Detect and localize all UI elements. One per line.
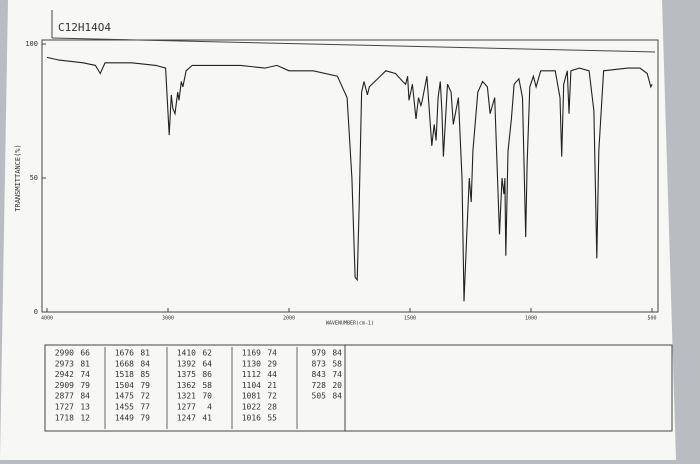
peak-wavenumber: 1169: [242, 349, 261, 358]
peak-transmittance: 79: [140, 413, 150, 422]
y-tick-label: 100: [25, 40, 38, 48]
peak-wavenumber: 1455: [115, 403, 134, 412]
spectrum-line: [46, 56, 653, 302]
peak-wavenumber: 1375: [177, 370, 196, 379]
peak-wavenumber: 1247: [177, 413, 196, 422]
peak-transmittance: 21: [267, 381, 277, 390]
peak-wavenumber: 1668: [115, 359, 134, 368]
y-tick-label: 50: [30, 174, 38, 182]
peak-transmittance: 29: [267, 359, 277, 368]
peak-transmittance: 58: [202, 381, 212, 390]
x-tick-label: 1500: [404, 316, 416, 322]
peak-transmittance: 86: [202, 370, 212, 379]
peak-transmittance: 62: [202, 349, 212, 358]
peak-wavenumber: 873: [312, 359, 327, 368]
peak-wavenumber: 728: [312, 381, 327, 390]
header-rule: [51, 37, 656, 53]
y-axis-label: TRANSMITTANCE(%): [14, 144, 22, 211]
peak-transmittance: 72: [140, 392, 150, 401]
peak-wavenumber: 1718: [55, 413, 74, 422]
peak-transmittance: 74: [80, 370, 90, 379]
peak-wavenumber: 1016: [242, 413, 261, 422]
peak-transmittance: 70: [202, 392, 212, 401]
peak-transmittance: 84: [140, 359, 150, 368]
x-tick-label: 4000: [41, 316, 53, 322]
peak-transmittance: 12: [80, 413, 90, 422]
x-tick-label: 500: [647, 316, 656, 322]
peak-wavenumber: 1475: [115, 392, 134, 401]
peak-transmittance: 84: [332, 349, 342, 358]
peak-transmittance: 4: [207, 403, 212, 412]
peak-transmittance: 41: [202, 413, 212, 422]
peak-wavenumber: 1081: [242, 392, 261, 401]
peak-transmittance: 58: [332, 359, 342, 368]
peak-wavenumber: 1321: [177, 392, 196, 401]
peak-transmittance: 55: [267, 413, 277, 422]
peak-transmittance: 85: [140, 370, 150, 379]
x-axis-label: WAVENUMBER(cm-1): [326, 321, 374, 327]
peak-transmittance: 44: [267, 370, 277, 379]
peak-wavenumber: 1392: [177, 359, 196, 368]
peak-wavenumber: 2990: [55, 349, 74, 358]
x-tick-label: 2000: [283, 316, 295, 322]
peak-wavenumber: 1130: [242, 359, 261, 368]
peak-wavenumber: 1504: [115, 381, 134, 390]
peak-wavenumber: 1518: [115, 370, 134, 379]
peak-wavenumber: 1112: [242, 370, 261, 379]
peak-wavenumber: 1727: [55, 403, 74, 412]
peak-wavenumber: 2973: [55, 359, 74, 368]
peak-wavenumber: 1277: [177, 403, 196, 412]
x-tick-label: 1000: [525, 316, 537, 322]
peak-transmittance: 74: [332, 370, 342, 379]
y-tick-label: 0: [34, 308, 38, 316]
peak-transmittance: 66: [80, 349, 90, 358]
peak-wavenumber: 1104: [242, 381, 261, 390]
peak-transmittance: 81: [80, 359, 90, 368]
peak-transmittance: 64: [202, 359, 212, 368]
peak-transmittance: 77: [140, 403, 150, 412]
peak-transmittance: 84: [332, 392, 342, 401]
peak-transmittance: 74: [267, 349, 277, 358]
peak-wavenumber: 2942: [55, 370, 74, 379]
peak-transmittance: 79: [80, 381, 90, 390]
peak-wavenumber: 1022: [242, 403, 261, 412]
peak-wavenumber: 1410: [177, 349, 196, 358]
peak-wavenumber: 2909: [55, 381, 74, 390]
peak-wavenumber: 1449: [115, 413, 134, 422]
peak-transmittance: 13: [80, 403, 90, 412]
peak-transmittance: 20: [332, 381, 342, 390]
peak-wavenumber: 2877: [55, 392, 74, 401]
peak-wavenumber: 843: [312, 370, 327, 379]
peak-wavenumber: 1676: [115, 349, 134, 358]
peak-table-frame: [44, 344, 673, 432]
peak-transmittance: 79: [140, 381, 150, 390]
peak-transmittance: 72: [267, 392, 277, 401]
chart-title: C12H14O4: [58, 21, 111, 34]
x-tick-label: 3000: [162, 316, 174, 322]
peak-transmittance: 84: [80, 392, 90, 401]
peak-transmittance: 28: [267, 403, 277, 412]
peak-wavenumber: 1362: [177, 381, 196, 390]
peak-wavenumber: 979: [312, 349, 327, 358]
peak-wavenumber: 505: [312, 392, 327, 401]
plot-frame: [41, 39, 659, 313]
peak-transmittance: 81: [140, 349, 150, 358]
